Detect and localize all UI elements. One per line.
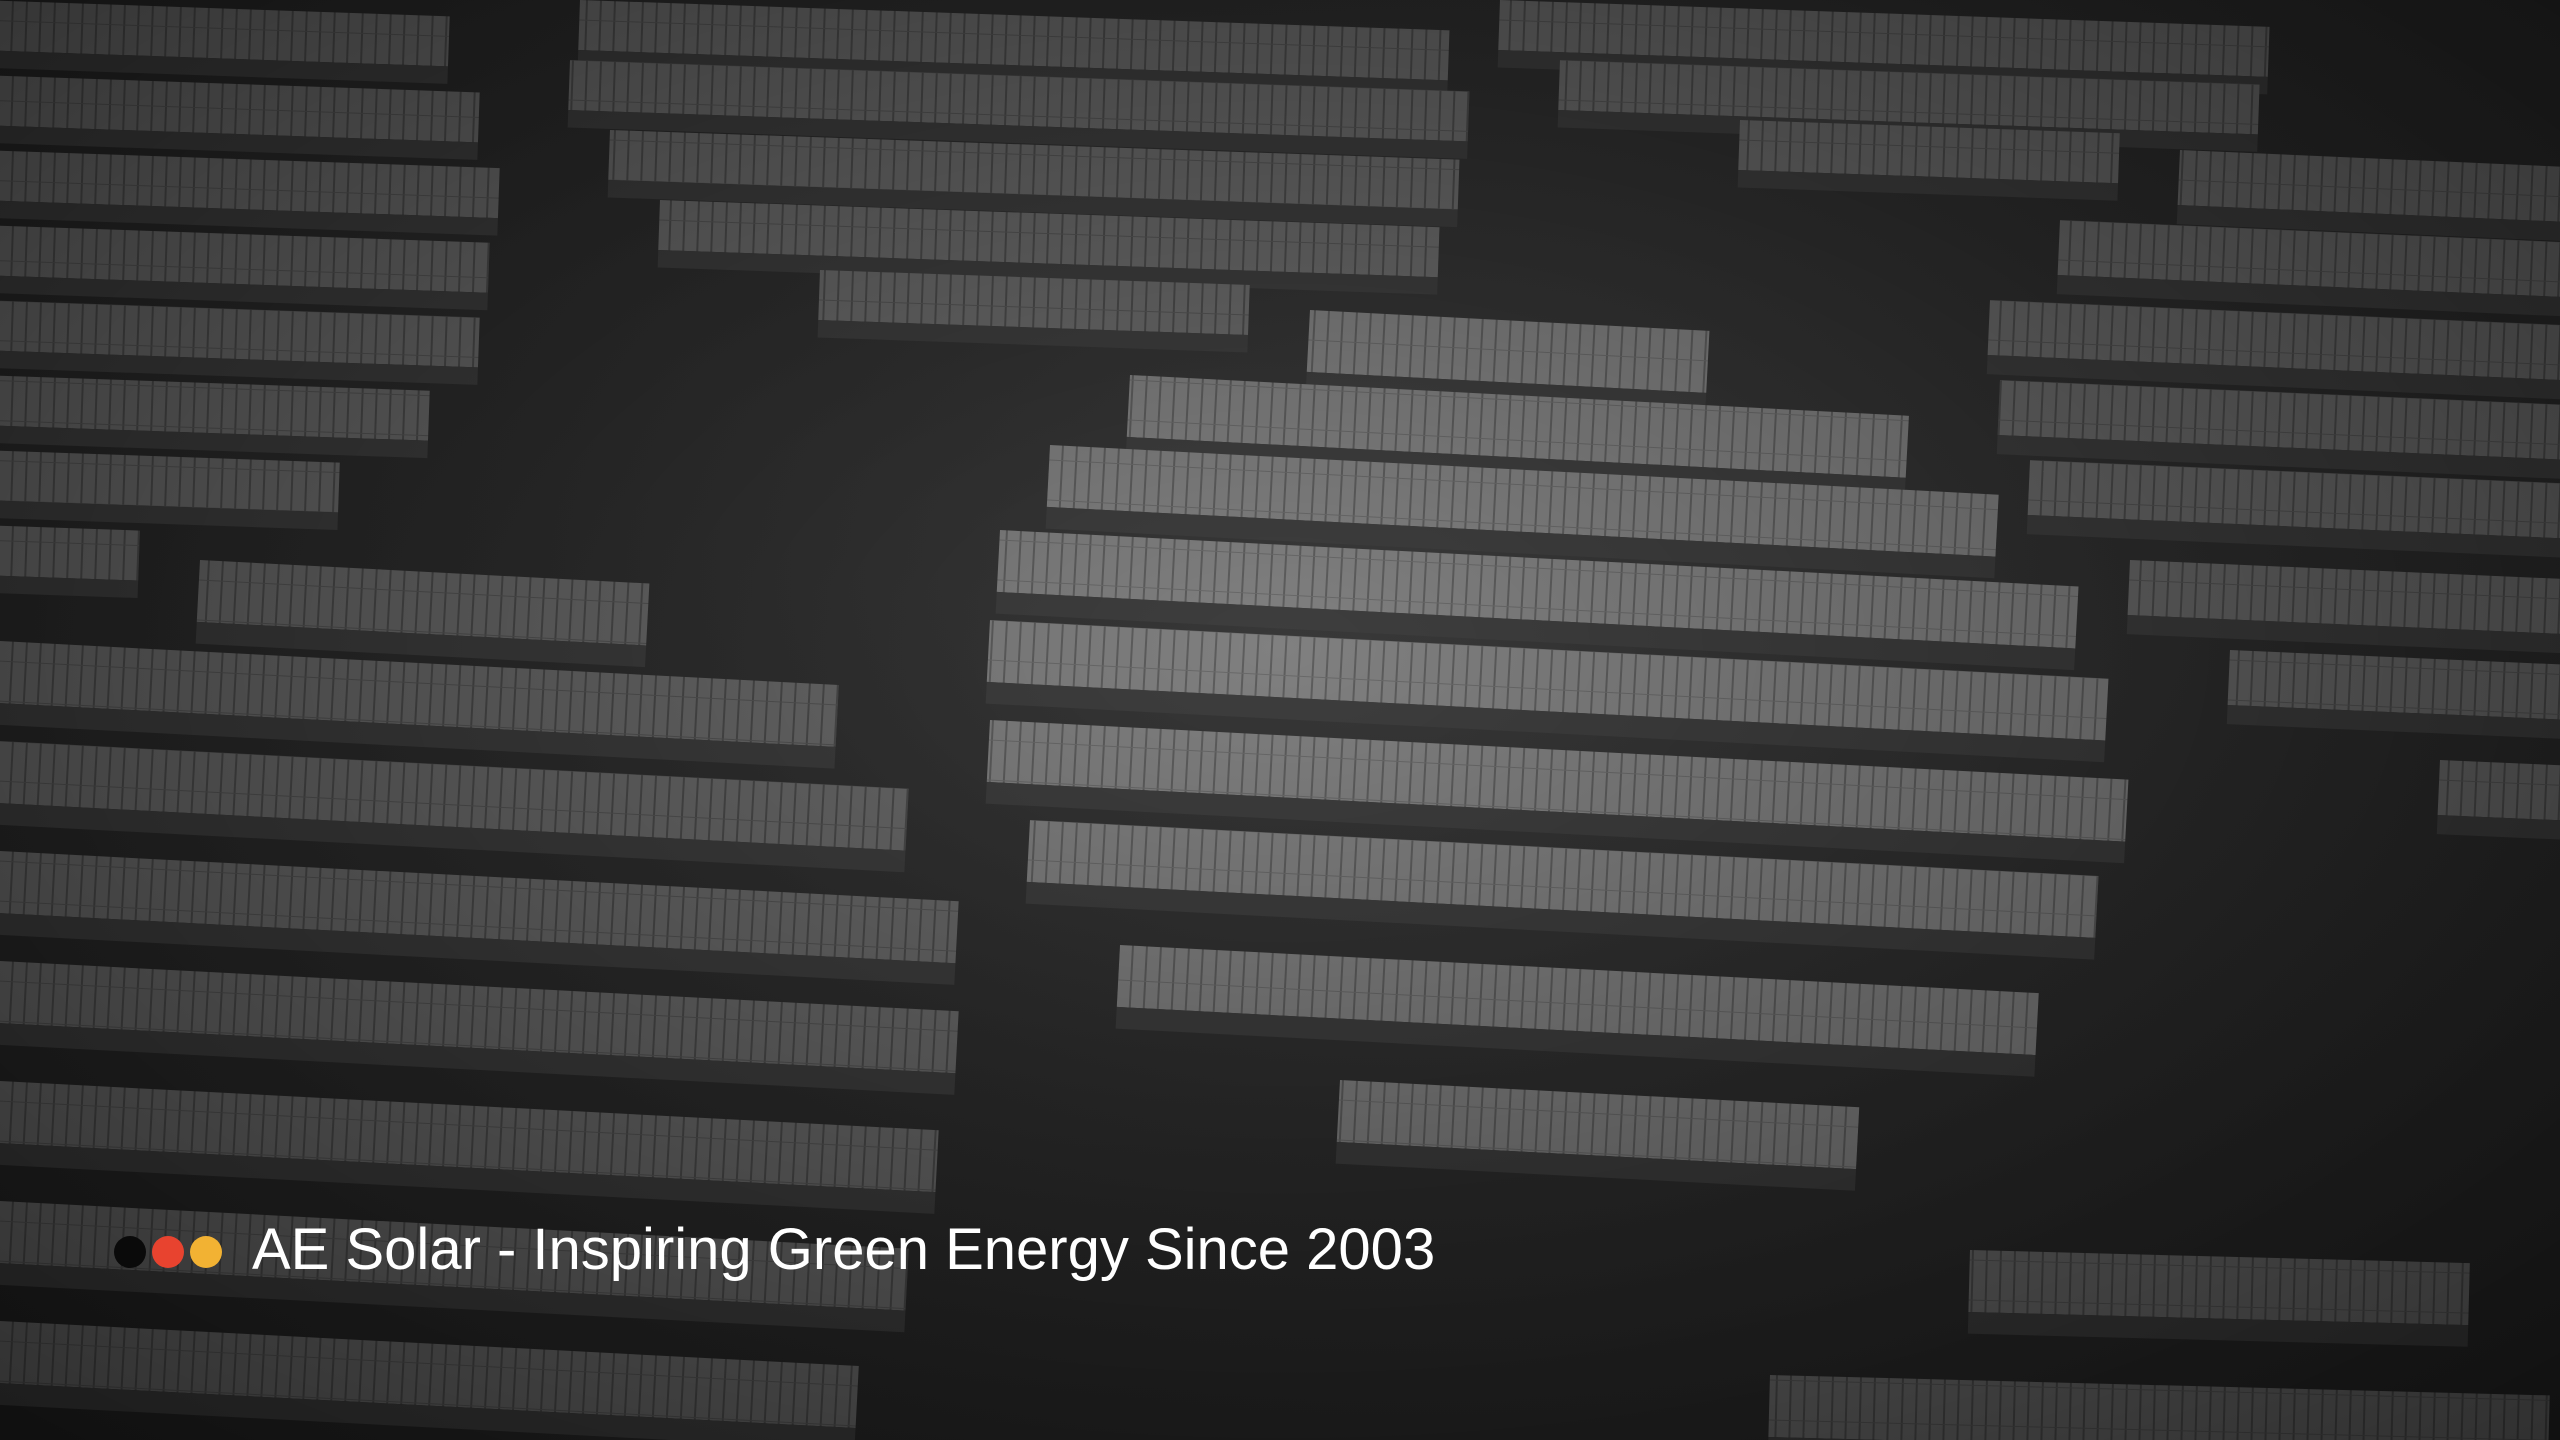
black-dot-icon xyxy=(114,1236,146,1268)
slide-caption: AE Solar - Inspiring Green Energy Since … xyxy=(114,1216,1552,1284)
caption-text: AE Solar - Inspiring Green Energy Since … xyxy=(252,1217,1436,1282)
brand-dots xyxy=(114,1236,222,1268)
red-dot-icon xyxy=(152,1236,184,1268)
yellow-dot-icon xyxy=(190,1236,222,1268)
